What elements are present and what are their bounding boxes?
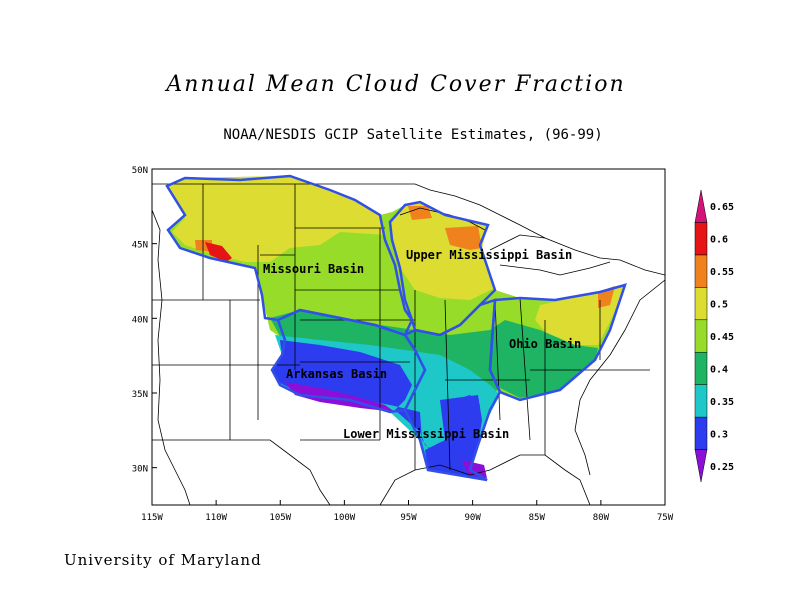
field-yellow-upper-miss (390, 202, 495, 300)
lat-tick-label: 50N (132, 166, 148, 176)
lon-tick-label: 105W (269, 513, 291, 523)
map-subtitle: NOAA/NESDIS GCIP Satellite Estimates, (9… (223, 127, 603, 143)
lon-tick-label: 95W (400, 513, 417, 523)
lat-tick-label: 40N (132, 315, 148, 325)
colorbar-segment (694, 384, 708, 418)
colorbar-segment (694, 222, 708, 256)
gulf-coast (379, 454, 591, 505)
field-blue (272, 340, 480, 458)
colorbar-segment (694, 351, 708, 385)
colorbar-label: 0.45 (710, 332, 734, 343)
latitude-axis: 30N 35N 40N 45N 50N (132, 166, 157, 475)
colorbar-segment (694, 449, 708, 483)
lon-tick-label: 100W (334, 513, 356, 523)
basin-labels: Missouri Basin Upper Mississippi Basin O… (263, 248, 581, 441)
field-green-band (270, 310, 598, 398)
lon-tick-label: 110W (205, 513, 227, 523)
longitude-axis: 115W 110W 105W 100W 95W 90W 85W 80W 75W (141, 500, 674, 523)
map-title: Annual Mean Cloud Cover Fraction (166, 72, 626, 97)
lat-tick-label: 35N (132, 390, 148, 400)
colorbar-label: 0.65 (710, 202, 734, 213)
lon-tick-label: 85W (529, 513, 546, 523)
basin-label-missouri: Missouri Basin (263, 262, 364, 276)
field-blue-lower (425, 395, 487, 480)
state-lines (152, 184, 650, 471)
mexico-border (152, 439, 331, 505)
lon-tick-label: 115W (141, 513, 163, 523)
colorbar-label: 0.3 (710, 429, 728, 440)
field-orange-ne (445, 226, 482, 250)
lower-miss-basin-outline (403, 298, 502, 482)
field-purple-gulf (462, 460, 487, 478)
lon-tick-label: 75W (657, 513, 674, 523)
lon-tick-label: 80W (593, 513, 610, 523)
colorbar-label: 0.35 (710, 397, 734, 408)
canada-border (152, 183, 665, 276)
lon-tick-label: 90W (464, 513, 481, 523)
lat-tick-label: 45N (132, 241, 148, 251)
colorbar-label: 0.55 (710, 267, 734, 278)
west-coast (152, 209, 191, 505)
footer-credit: University of Maryland (64, 551, 262, 569)
basin-label-lower-mississippi: Lower Mississippi Basin (343, 427, 509, 441)
cloud-fraction-field (167, 176, 625, 480)
colorbar-segment (694, 416, 708, 450)
colorbar-segment (694, 254, 708, 288)
colorbar-label: 0.4 (710, 364, 728, 375)
basin-label-ohio: Ohio Basin (509, 337, 581, 351)
basin-label-upper-mississippi: Upper Mississippi Basin (406, 248, 572, 262)
colorbar: 0.25 0.3 0.35 0.4 0.45 0.5 0.55 0.6 0.65 (694, 189, 734, 483)
basin-label-arkansas: Arkansas Basin (286, 367, 387, 381)
lat-tick-label: 30N (132, 465, 148, 475)
east-coast (574, 279, 665, 476)
colorbar-label: 0.5 (710, 300, 728, 311)
colorbar-segment (694, 189, 708, 223)
colorbar-segment (694, 319, 708, 353)
colorbar-label: 0.6 (710, 235, 728, 246)
colorbar-label: 0.25 (710, 462, 734, 473)
field-yellow-north (167, 176, 385, 262)
basin-outlines (165, 174, 627, 482)
field-red (205, 242, 232, 262)
colorbar-segment (694, 287, 708, 321)
